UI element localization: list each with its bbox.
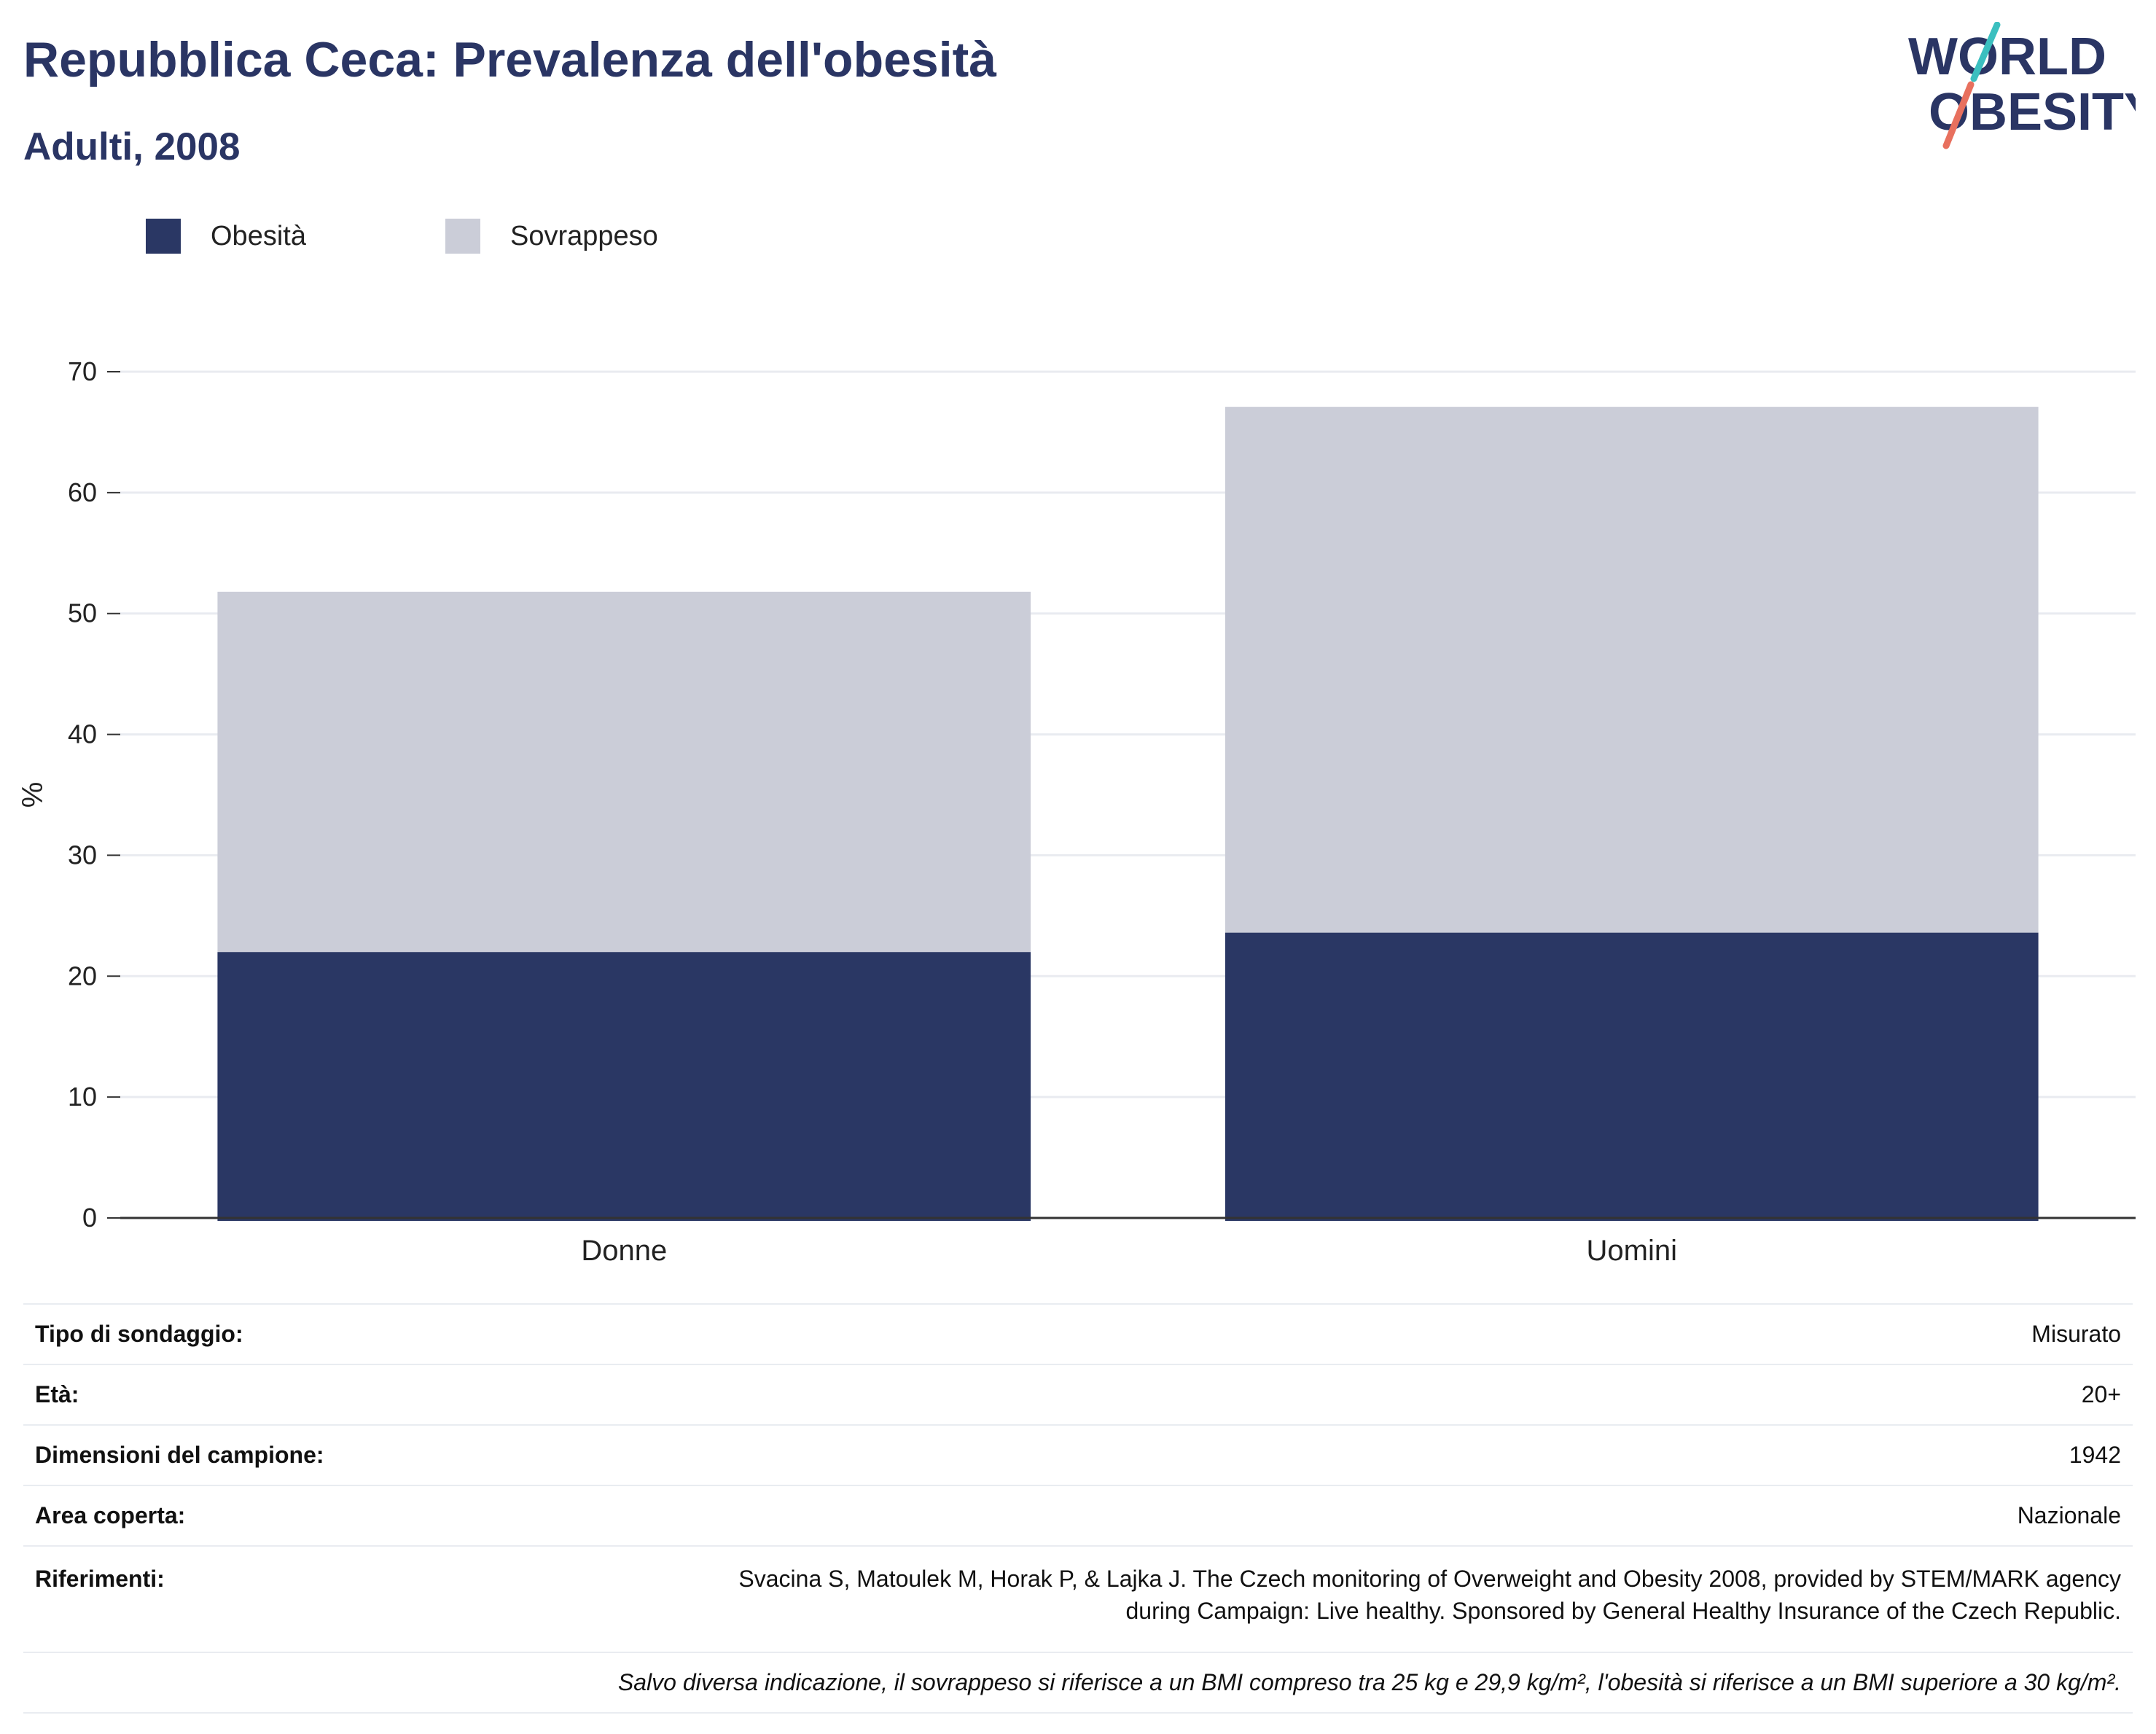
bmi-note: Salvo diversa indicazione, il sovrappeso… bbox=[23, 1652, 2133, 1714]
logo-slash-teal bbox=[1970, 22, 2001, 82]
info-row-note: Salvo diversa indicazione, il sovrappeso… bbox=[23, 1652, 2133, 1714]
x-tick-label: Uomini bbox=[1587, 1235, 1677, 1267]
bar-sovrappeso-donne bbox=[217, 591, 1031, 953]
logo-word-1: WORLD bbox=[1908, 28, 2106, 86]
stacked-bar-chart: 0 10 20 30 40 50 60 70% Donne Uomini bbox=[17, 356, 2136, 1267]
bar-obesita-uomini bbox=[1225, 932, 2039, 1221]
legend-label-obesita: Obesità bbox=[211, 221, 306, 251]
info-row-age: Età: 20+ bbox=[23, 1364, 2133, 1426]
info-value: Nazionale bbox=[557, 1485, 2133, 1547]
chart-title: Repubblica Ceca: Prevalenza dell'obesità bbox=[23, 32, 997, 87]
world-obesity-logo: WORLD OBESITY bbox=[1908, 22, 2136, 149]
logo-slash-coral bbox=[1942, 81, 1975, 149]
info-key: Area coperta: bbox=[23, 1485, 557, 1547]
legend-label-sovrappeso: Sovrappeso bbox=[510, 221, 658, 251]
y-tick-label: 40 bbox=[68, 719, 97, 749]
info-row-survey-type: Tipo di sondaggio: Misurato bbox=[23, 1303, 2133, 1365]
y-tick-label: 30 bbox=[68, 840, 97, 870]
info-row-area: Area coperta: Nazionale bbox=[23, 1485, 2133, 1547]
info-key: Dimensioni del campione: bbox=[23, 1424, 557, 1486]
y-tick-label: 50 bbox=[68, 598, 97, 628]
info-value: Misurato bbox=[557, 1303, 2133, 1365]
y-tick-label: 10 bbox=[68, 1082, 97, 1112]
legend-swatch-sovrappeso bbox=[445, 219, 480, 254]
y-tick-label: 20 bbox=[68, 961, 97, 991]
y-tick-label: 60 bbox=[68, 477, 97, 507]
y-tick-label: 0 bbox=[82, 1203, 97, 1233]
info-row-sample-size: Dimensioni del campione: 1942 bbox=[23, 1424, 2133, 1486]
info-key: Tipo di sondaggio: bbox=[23, 1303, 557, 1365]
survey-info-table: Tipo di sondaggio: Misurato Età: 20+ Dim… bbox=[23, 1303, 2133, 1714]
info-key: Età: bbox=[23, 1364, 557, 1426]
bar-obesita-donne bbox=[217, 952, 1031, 1221]
y-axis-label: % bbox=[17, 782, 49, 808]
info-value: 1942 bbox=[557, 1424, 2133, 1486]
info-value: 20+ bbox=[557, 1364, 2133, 1426]
info-value: Svacina S, Matoulek M, Horak P, & Lajka … bbox=[557, 1545, 2133, 1653]
y-tick-label: 70 bbox=[68, 356, 97, 386]
reference-line-1: Svacina S, Matoulek M, Horak P, & Lajka … bbox=[738, 1566, 2121, 1592]
info-key: Riferimenti: bbox=[23, 1545, 557, 1653]
reference-line-2: during Campaign: Live healthy. Sponsored… bbox=[1125, 1598, 2121, 1624]
chart-subtitle: Adulti, 2008 bbox=[23, 125, 241, 168]
x-tick-label: Donne bbox=[581, 1235, 667, 1267]
info-row-references: Riferimenti: Svacina S, Matoulek M, Hora… bbox=[23, 1545, 2133, 1653]
bar-sovrappeso-uomini bbox=[1225, 407, 2039, 933]
legend-swatch-obesita bbox=[146, 219, 181, 254]
